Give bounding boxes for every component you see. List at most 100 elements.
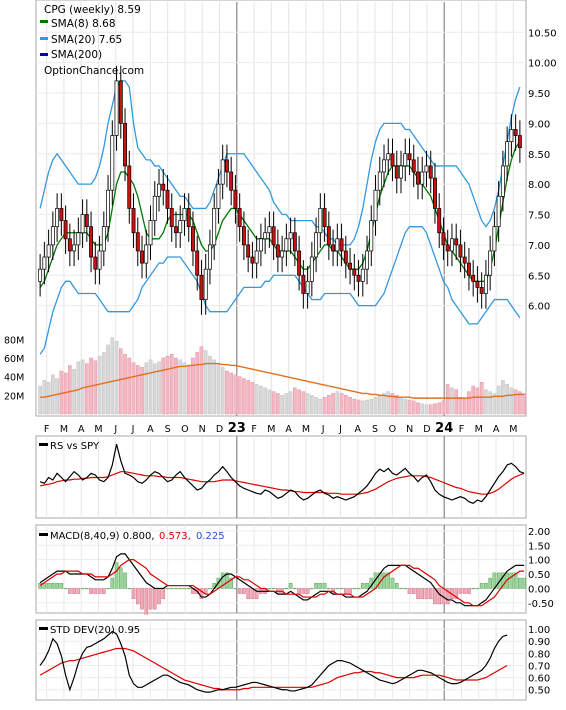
volume-bar: [377, 395, 382, 415]
volume-bar: [411, 400, 416, 415]
macd-histogram-bar: [458, 588, 463, 594]
macd-histogram-bar: [348, 588, 352, 594]
x-tick-label: F: [459, 424, 464, 435]
legend-sma20-swatch: [40, 37, 48, 40]
macd-tick-label: 0.00: [528, 584, 550, 595]
legend-sma8-swatch: [40, 20, 48, 23]
volume-bar: [339, 393, 344, 415]
volume-bar: [386, 391, 391, 415]
volume-bar: [46, 382, 51, 415]
volume-bar: [467, 391, 471, 415]
macd-histogram-bar: [284, 588, 289, 590]
candle-body: [118, 80, 123, 124]
candle-body: [59, 208, 64, 221]
volume-bar: [263, 387, 267, 415]
macd-histogram-bar: [178, 588, 183, 590]
x-tick-label: M: [60, 424, 68, 435]
candle-body: [186, 208, 191, 228]
macd-tick-label: 2.00: [528, 527, 550, 538]
macd-histogram-bar: [360, 583, 365, 589]
volume-bar: [280, 395, 284, 415]
candle-body: [420, 171, 425, 185]
x-tick-label: 24: [435, 421, 453, 436]
volume-bar: [135, 365, 140, 415]
volume-bar: [225, 370, 229, 415]
macd-histogram-bar: [157, 588, 161, 605]
candle-body: [433, 177, 437, 209]
macd-histogram-bar: [471, 588, 475, 590]
volume-bar: [433, 403, 437, 415]
volume-bar: [348, 397, 352, 415]
volume-bar: [407, 399, 412, 415]
x-tick-label: D: [216, 424, 223, 435]
x-tick-label: M: [267, 424, 275, 435]
volume-bar: [327, 395, 331, 415]
x-tick-label: O: [389, 424, 396, 435]
macd-histogram-bar: [135, 588, 140, 605]
legend-sma20: SMA(20) 7.65: [51, 34, 122, 46]
macd-histogram-bar: [462, 588, 467, 594]
macd-histogram-bar: [169, 588, 174, 590]
macd-histogram-bar: [382, 572, 386, 589]
candle-body: [50, 226, 55, 246]
x-tick-label: 23: [228, 421, 246, 436]
volume-bar: [85, 363, 89, 415]
legend-sma200-swatch: [40, 53, 48, 56]
macd-histogram-bar: [220, 572, 225, 589]
candle-body: [399, 165, 403, 179]
candle-body: [229, 171, 234, 191]
volume-bar: [174, 357, 178, 415]
axis-labels: F M A M J J A S O N D 23 F M A M J J A S O N D 24 F M A M10.5010.00…: [4, 28, 557, 696]
candle-body: [411, 159, 416, 173]
volume-bar: [233, 374, 238, 415]
macd-signal-value: 0.573,: [159, 531, 191, 542]
candle-body: [360, 268, 365, 282]
candle-body: [505, 141, 510, 167]
indicator-panels: [38, 444, 526, 693]
candle-body: [326, 226, 331, 246]
macd-histogram-bar: [199, 588, 204, 599]
candle-body: [445, 244, 450, 252]
candle-body: [348, 262, 352, 270]
macd-histogram-bar: [114, 562, 119, 589]
price-tick-label: 8.00: [528, 180, 550, 191]
volume-bar: [522, 393, 526, 415]
macd-histogram-bar: [399, 588, 403, 590]
macd-histogram-bar: [424, 588, 429, 599]
volume-bar: [182, 362, 187, 415]
macd-histogram-bar: [106, 588, 110, 590]
candle-body: [322, 208, 327, 228]
volume-bar: [479, 382, 484, 415]
macd-histogram-bar: [51, 583, 55, 589]
macd-histogram-bar: [140, 588, 144, 610]
x-tick-label: D: [423, 424, 430, 435]
candle-body: [233, 189, 238, 209]
macd-histogram-bar: [89, 588, 93, 594]
macd-histogram-bar: [161, 588, 166, 599]
volume-bar: [76, 361, 81, 415]
candle-body: [450, 238, 454, 252]
volume-bar: [399, 397, 403, 415]
macd-histogram-bar: [513, 572, 518, 589]
candle-body: [479, 287, 484, 294]
volume-bar: [450, 387, 454, 415]
std-tick-label: 1.00: [528, 625, 550, 636]
candle-body: [288, 232, 293, 240]
candle-body: [407, 153, 412, 161]
macd-histogram-bar: [93, 588, 98, 594]
volume-bar: [55, 378, 59, 415]
macd-histogram-bar: [102, 588, 106, 594]
std-tick-label: 0.50: [528, 686, 550, 697]
volume-bar: [157, 361, 161, 415]
macd-histogram-bar: [484, 583, 488, 589]
macd-histogram-bar: [229, 577, 233, 589]
volume-bar: [127, 357, 132, 415]
candle-body: [301, 274, 306, 294]
volume-bar: [169, 354, 174, 415]
volume-bar: [301, 391, 306, 415]
macd-histogram-bar: [152, 588, 157, 610]
candle-body: [114, 80, 119, 136]
candle-body: [165, 189, 170, 209]
candle-body: [403, 153, 408, 167]
macd-histogram-bar: [165, 588, 170, 590]
